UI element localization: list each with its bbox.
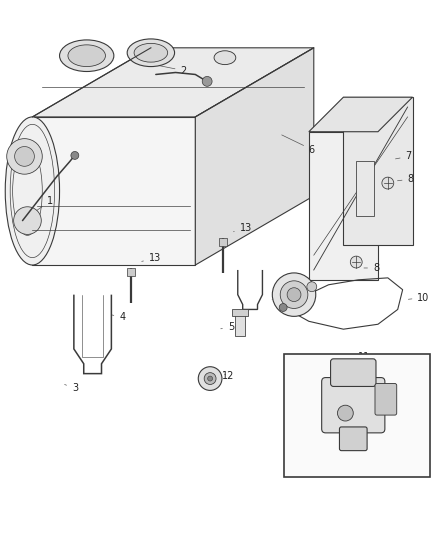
FancyBboxPatch shape (331, 359, 376, 386)
Circle shape (350, 256, 362, 268)
Circle shape (14, 207, 41, 235)
Bar (232, 310, 247, 317)
Ellipse shape (214, 51, 236, 64)
Text: 7: 7 (396, 151, 412, 161)
Text: 11: 11 (358, 352, 371, 362)
Circle shape (382, 177, 394, 189)
Text: 1: 1 (25, 196, 53, 219)
Text: 12: 12 (222, 370, 234, 381)
Circle shape (202, 76, 212, 86)
Ellipse shape (68, 45, 106, 67)
Bar (219, 238, 227, 246)
Polygon shape (195, 48, 314, 265)
Text: 6: 6 (282, 135, 315, 155)
Ellipse shape (134, 43, 168, 62)
Circle shape (272, 273, 316, 317)
Circle shape (204, 373, 216, 384)
Circle shape (208, 376, 212, 381)
Circle shape (7, 139, 42, 174)
Polygon shape (309, 97, 413, 132)
Text: 4: 4 (112, 312, 125, 322)
Bar (356, 161, 374, 216)
Text: 9: 9 (272, 293, 288, 303)
Ellipse shape (127, 39, 175, 67)
Polygon shape (343, 97, 413, 245)
Circle shape (14, 147, 34, 166)
Text: 8: 8 (398, 174, 414, 184)
Text: 3: 3 (65, 383, 78, 393)
Text: 5: 5 (221, 322, 234, 332)
Bar (284, 354, 430, 477)
Ellipse shape (60, 40, 114, 71)
Polygon shape (32, 48, 314, 117)
Circle shape (337, 405, 353, 421)
Circle shape (279, 303, 287, 311)
Circle shape (287, 288, 301, 302)
FancyBboxPatch shape (375, 384, 397, 415)
Circle shape (307, 282, 317, 292)
Polygon shape (32, 117, 195, 265)
Text: 13: 13 (142, 253, 161, 263)
Text: 2: 2 (156, 65, 187, 76)
Circle shape (280, 281, 308, 309)
FancyBboxPatch shape (321, 377, 385, 433)
Circle shape (198, 367, 222, 390)
Bar (127, 268, 135, 276)
Text: 10: 10 (408, 293, 430, 303)
Text: 13: 13 (233, 223, 252, 233)
Circle shape (71, 151, 79, 159)
Polygon shape (309, 132, 378, 280)
Text: 8: 8 (364, 263, 379, 273)
Bar (235, 314, 245, 336)
FancyBboxPatch shape (339, 427, 367, 450)
Ellipse shape (5, 117, 60, 265)
